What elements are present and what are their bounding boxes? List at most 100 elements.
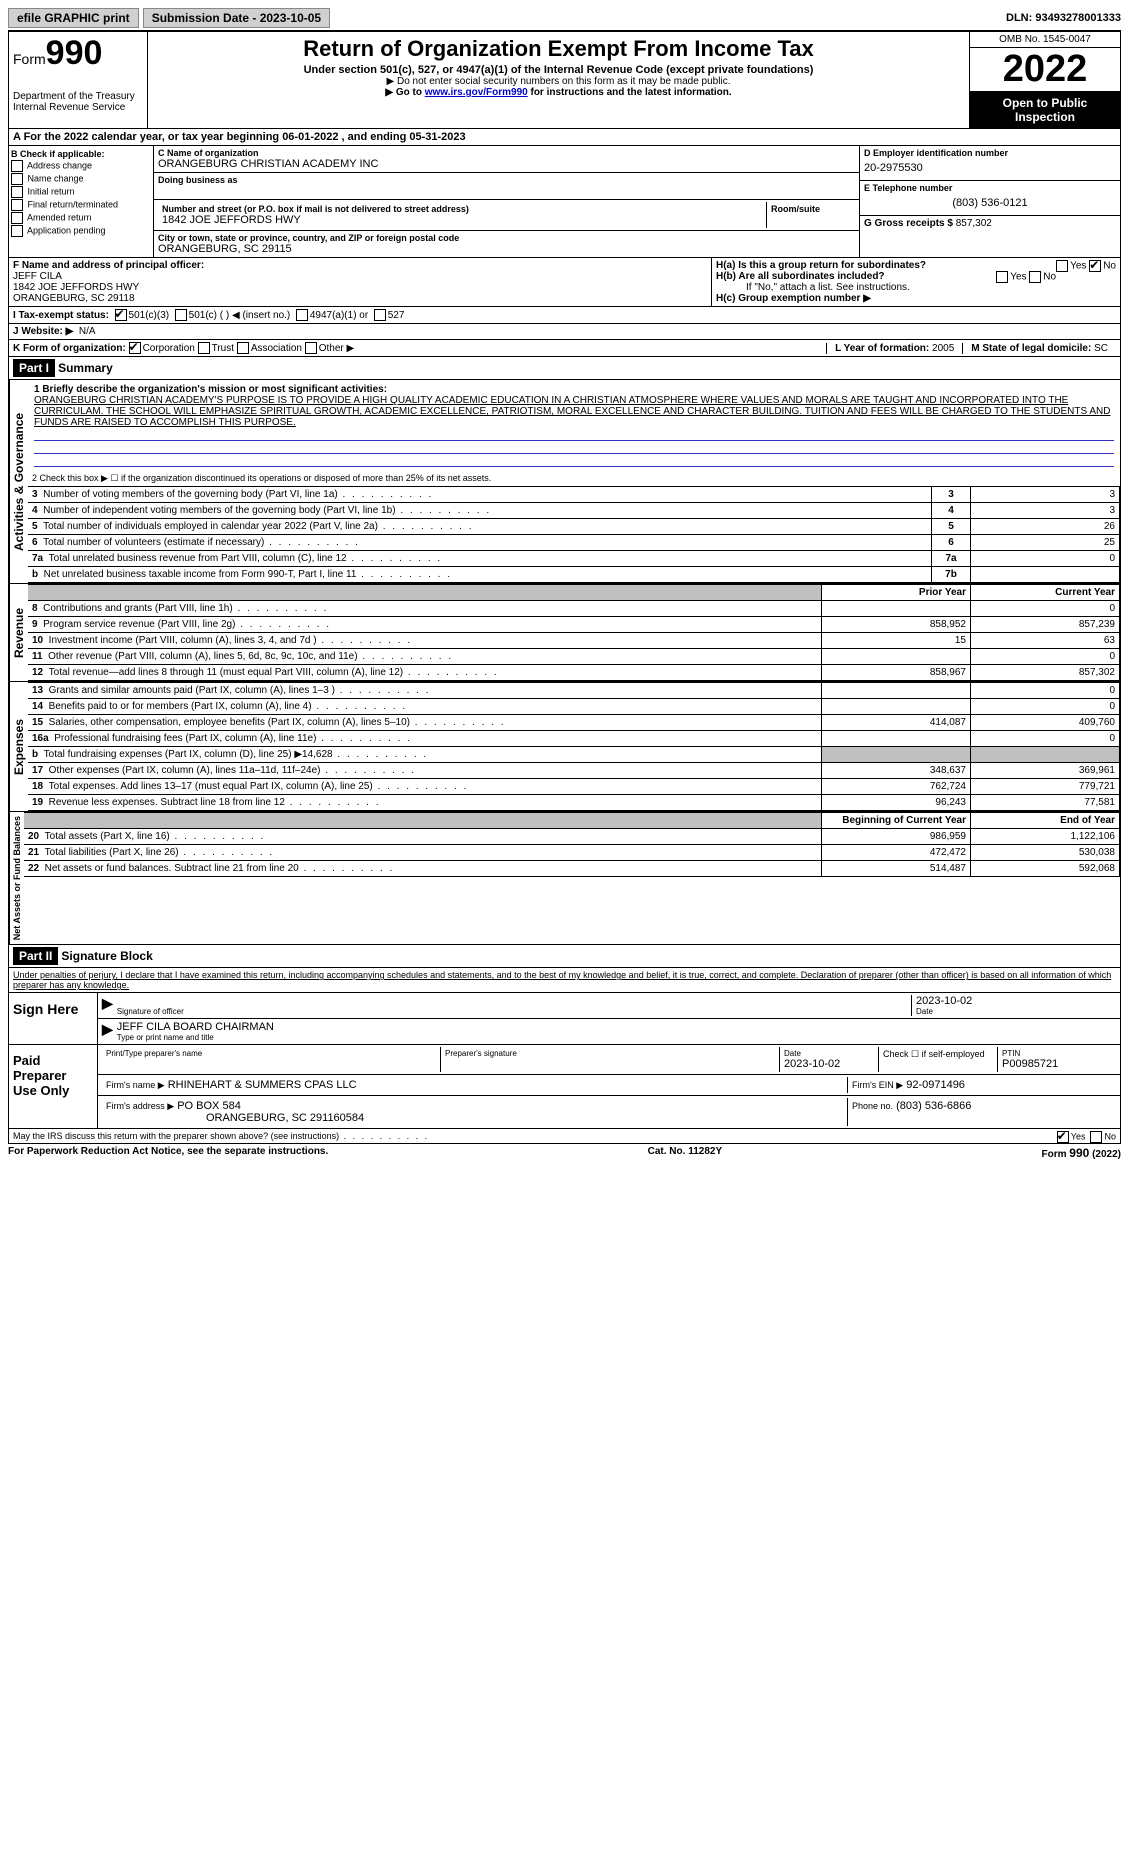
dept-label: Department of the Treasury Internal Reve… bbox=[13, 91, 143, 113]
line1-label: 1 Briefly describe the organization's mi… bbox=[34, 384, 1114, 395]
table-row: b Net unrelated business taxable income … bbox=[28, 567, 1120, 583]
officer-print-name: JEFF CILA BOARD CHAIRMAN bbox=[117, 1021, 1116, 1033]
firm-name: RHINEHART & SUMMERS CPAS LLC bbox=[168, 1079, 357, 1091]
officer-label: F Name and address of principal officer: bbox=[13, 260, 707, 271]
omb-number: OMB No. 1545-0047 bbox=[970, 32, 1120, 48]
table-row: 21 Total liabilities (Part X, line 26)47… bbox=[24, 845, 1120, 861]
table-row: b Total fundraising expenses (Part IX, c… bbox=[28, 747, 1120, 763]
phone-label: E Telephone number bbox=[864, 183, 1116, 193]
arrow-icon: ▶ bbox=[102, 995, 113, 1016]
table-row: 11 Other revenue (Part VIII, column (A),… bbox=[28, 649, 1120, 665]
checkbox-row[interactable]: Amended return bbox=[11, 212, 151, 224]
table-row: 18 Total expenses. Add lines 13–17 (must… bbox=[28, 779, 1120, 795]
row-klm: K Form of organization: Corporation Trus… bbox=[8, 340, 1121, 357]
ha-row: H(a) Is this a group return for subordin… bbox=[716, 260, 1116, 271]
irs-link[interactable]: www.irs.gov/Form990 bbox=[425, 87, 528, 98]
checkbox-row[interactable]: Name change bbox=[11, 173, 151, 185]
dba-label: Doing business as bbox=[158, 175, 855, 185]
table-row: 7a Total unrelated business revenue from… bbox=[28, 551, 1120, 567]
mission-text: ORANGEBURG CHRISTIAN ACADEMY'S PURPOSE I… bbox=[34, 395, 1114, 428]
vert-revenue: Revenue bbox=[9, 584, 28, 681]
part2: Part II Signature Block Under penalties … bbox=[8, 945, 1121, 1144]
open-public-badge: Open to Public Inspection bbox=[970, 92, 1120, 128]
footer: For Paperwork Reduction Act Notice, see … bbox=[8, 1144, 1121, 1160]
org-name: ORANGEBURG CHRISTIAN ACADEMY INC bbox=[158, 158, 855, 170]
table-row: 12 Total revenue—add lines 8 through 11 … bbox=[28, 665, 1120, 681]
firm-addr: PO BOX 584 bbox=[177, 1100, 241, 1112]
row-j: J Website: ▶ N/A bbox=[8, 324, 1121, 340]
dln: DLN: 93493278001333 bbox=[1006, 12, 1121, 24]
table-row: 13 Grants and similar amounts paid (Part… bbox=[28, 683, 1120, 699]
addr-label: Number and street (or P.O. box if mail i… bbox=[162, 204, 762, 214]
form-number: Form990 bbox=[13, 34, 143, 73]
table-revenue: Prior YearCurrent Year8 Contributions an… bbox=[28, 584, 1120, 681]
table-netassets: Beginning of Current YearEnd of Year20 T… bbox=[24, 812, 1120, 877]
table-expenses: 13 Grants and similar amounts paid (Part… bbox=[28, 682, 1120, 811]
table-row: 20 Total assets (Part X, line 16)986,959… bbox=[24, 829, 1120, 845]
submission-date: Submission Date - 2023-10-05 bbox=[143, 8, 330, 28]
table-row: 4 Number of independent voting members o… bbox=[28, 503, 1120, 519]
table-row: 10 Investment income (Part VIII, column … bbox=[28, 633, 1120, 649]
table-row: 22 Net assets or fund balances. Subtract… bbox=[24, 861, 1120, 877]
table-row: 14 Benefits paid to or for members (Part… bbox=[28, 699, 1120, 715]
sign-here-label: Sign Here bbox=[9, 993, 97, 1044]
row-a-period: A For the 2022 calendar year, or tax yea… bbox=[8, 129, 1121, 146]
part2-header: Part II bbox=[13, 947, 58, 965]
tax-year: 2022 bbox=[970, 48, 1120, 92]
vert-netassets: Net Assets or Fund Balances bbox=[9, 812, 24, 944]
part2-title: Signature Block bbox=[61, 949, 152, 963]
checkbox-row[interactable]: Final return/terminated bbox=[11, 199, 151, 211]
top-bar: efile GRAPHIC print Submission Date - 20… bbox=[8, 8, 1121, 31]
table-row: 6 Total number of volunteers (estimate i… bbox=[28, 535, 1120, 551]
checkbox-row[interactable]: Application pending bbox=[11, 225, 151, 237]
ein-label: D Employer identification number bbox=[864, 148, 1116, 158]
may-irs-row: May the IRS discuss this return with the… bbox=[9, 1128, 1120, 1143]
part1: Part I Summary Activities & Governance 1… bbox=[8, 357, 1121, 945]
table-row: 5 Total number of individuals employed i… bbox=[28, 519, 1120, 535]
checkbox-row[interactable]: Address change bbox=[11, 160, 151, 172]
row-i: I Tax-exempt status: 501(c)(3) 501(c) ( … bbox=[8, 307, 1121, 324]
table-row: 19 Revenue less expenses. Subtract line … bbox=[28, 795, 1120, 811]
box-b: B Check if applicable: Address change Na… bbox=[9, 146, 154, 257]
firm-ein: 92-0971496 bbox=[906, 1079, 965, 1091]
org-city: ORANGEBURG, SC 29115 bbox=[158, 243, 855, 255]
entity-section: B Check if applicable: Address change Na… bbox=[8, 146, 1121, 258]
table-row: 17 Other expenses (Part IX, column (A), … bbox=[28, 763, 1120, 779]
officer-name: JEFF CILA bbox=[13, 271, 707, 282]
footer-formno: Form 990 (2022) bbox=[1042, 1146, 1122, 1160]
hb-row: H(b) Are all subordinates included? Yes … bbox=[716, 271, 1116, 282]
officer-section: F Name and address of principal officer:… bbox=[8, 258, 1121, 307]
line2: 2 Check this box ▶ ☐ if the organization… bbox=[28, 471, 1120, 486]
officer-addr1: 1842 JOE JEFFORDS HWY bbox=[13, 282, 707, 293]
arrow-icon: ▶ bbox=[102, 1021, 113, 1042]
footer-left: For Paperwork Reduction Act Notice, see … bbox=[8, 1146, 328, 1160]
gross-value: 857,302 bbox=[956, 218, 992, 229]
perjury-text: Under penalties of perjury, I declare th… bbox=[9, 968, 1120, 992]
vert-expenses: Expenses bbox=[9, 682, 28, 811]
gross-label: G Gross receipts $ bbox=[864, 218, 953, 229]
efile-button[interactable]: efile GRAPHIC print bbox=[8, 8, 139, 28]
checkbox-row[interactable]: Initial return bbox=[11, 186, 151, 198]
city-label: City or town, state or province, country… bbox=[158, 233, 855, 243]
org-name-label: C Name of organization bbox=[158, 148, 855, 158]
note-link: ▶ Go to www.irs.gov/Form990 for instruct… bbox=[152, 87, 965, 98]
phone-value: (803) 536-0121 bbox=[864, 193, 1116, 213]
hc-row: H(c) Group exemption number ▶ bbox=[716, 293, 1116, 304]
table-row: 15 Salaries, other compensation, employe… bbox=[28, 715, 1120, 731]
part1-title: Summary bbox=[58, 361, 113, 375]
table-row: 16a Professional fundraising fees (Part … bbox=[28, 731, 1120, 747]
table-row: 8 Contributions and grants (Part VIII, l… bbox=[28, 601, 1120, 617]
table-row: 3 Number of voting members of the govern… bbox=[28, 487, 1120, 503]
org-address: 1842 JOE JEFFORDS HWY bbox=[162, 214, 762, 226]
form-header: Form990 Department of the Treasury Inter… bbox=[8, 31, 1121, 129]
vert-activities: Activities & Governance bbox=[9, 380, 28, 583]
ein-value: 20-2975530 bbox=[864, 158, 1116, 178]
room-label: Room/suite bbox=[771, 204, 851, 214]
form-title: Return of Organization Exempt From Incom… bbox=[152, 36, 965, 62]
paid-preparer-label: Paid Preparer Use Only bbox=[9, 1045, 97, 1128]
firm-phone: (803) 536-6866 bbox=[896, 1100, 971, 1112]
note-ssn: ▶ Do not enter social security numbers o… bbox=[152, 76, 965, 87]
officer-addr2: ORANGEBURG, SC 29118 bbox=[13, 293, 707, 304]
part1-header: Part I bbox=[13, 359, 55, 377]
form-subtitle: Under section 501(c), 527, or 4947(a)(1)… bbox=[152, 64, 965, 76]
